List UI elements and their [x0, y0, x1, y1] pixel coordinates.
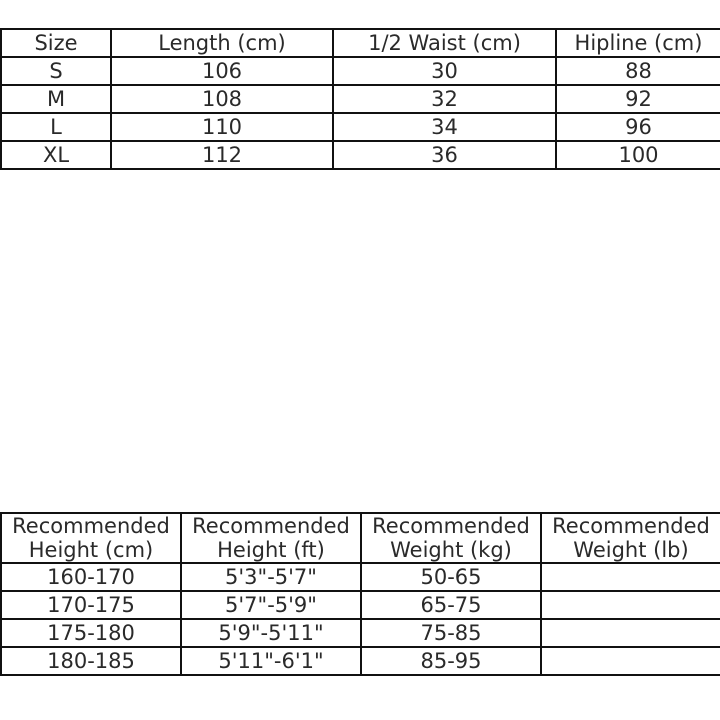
table-cell: 5'3"-5'7" — [180, 562, 362, 592]
table-row: 180-185 5'11"-6'1" 85-95 — [0, 646, 720, 676]
header-cell: Size — [0, 28, 112, 58]
table-cell: 88 — [555, 56, 720, 86]
header-cell: Hipline (cm) — [555, 28, 720, 58]
table-cell: 34 — [332, 112, 557, 142]
table-cell: 5'11"-6'1" — [180, 646, 362, 676]
table-row: 175-180 5'9"-5'11" 75-85 — [0, 618, 720, 648]
table-cell: 160-170 — [0, 562, 182, 592]
table-row: M 108 32 92 — [0, 84, 720, 114]
table-cell: 108 — [110, 84, 334, 114]
table-cell — [540, 646, 720, 676]
table-row: S 106 30 88 — [0, 56, 720, 86]
header-cell: Recommended Weight (kg) — [360, 512, 542, 564]
table-cell: 100 — [555, 140, 720, 170]
table-cell: 85-95 — [360, 646, 542, 676]
recommendation-table: Recommended Height (cm) Recommended Heigh… — [0, 512, 720, 676]
table-cell — [540, 562, 720, 592]
table-cell: 175-180 — [0, 618, 182, 648]
header-cell: Recommended Weight (lb) — [540, 512, 720, 564]
header-cell: Recommended Height (ft) — [180, 512, 362, 564]
table-cell: 32 — [332, 84, 557, 114]
table-cell: S — [0, 56, 112, 86]
table-row: 160-170 5'3"-5'7" 50-65 — [0, 562, 720, 592]
table-cell: 106 — [110, 56, 334, 86]
table-row: L 110 34 96 — [0, 112, 720, 142]
header-cell: Length (cm) — [110, 28, 334, 58]
measurements-table: Size Length (cm) 1/2 Waist (cm) Hipline (cm… — [0, 28, 720, 170]
table-row: 170-175 5'7"-5'9" 65-75 — [0, 590, 720, 620]
header-cell: Recommended Height (cm) — [0, 512, 182, 564]
table-cell: M — [0, 84, 112, 114]
table-cell: 30 — [332, 56, 557, 86]
table-cell: 65-75 — [360, 590, 542, 620]
table-cell — [540, 618, 720, 648]
table-cell: 112 — [110, 140, 334, 170]
table-cell: 180-185 — [0, 646, 182, 676]
header-row: Size Length (cm) 1/2 Waist (cm) Hipline (cm… — [0, 28, 720, 58]
table-cell — [540, 590, 720, 620]
table-cell: 96 — [555, 112, 720, 142]
table-cell: 5'7"-5'9" — [180, 590, 362, 620]
table-cell: 50-65 — [360, 562, 542, 592]
table-cell: 75-85 — [360, 618, 542, 648]
table-cell: 110 — [110, 112, 334, 142]
header-cell: 1/2 Waist (cm) — [332, 28, 557, 58]
table-cell: 170-175 — [0, 590, 182, 620]
table-cell: 36 — [332, 140, 557, 170]
table-row: XL 112 36 100 — [0, 140, 720, 170]
table-cell: L — [0, 112, 112, 142]
table-cell: 5'9"-5'11" — [180, 618, 362, 648]
table-cell: XL — [0, 140, 112, 170]
table-cell: 92 — [555, 84, 720, 114]
header-row: Recommended Height (cm) Recommended Heigh… — [0, 512, 720, 564]
